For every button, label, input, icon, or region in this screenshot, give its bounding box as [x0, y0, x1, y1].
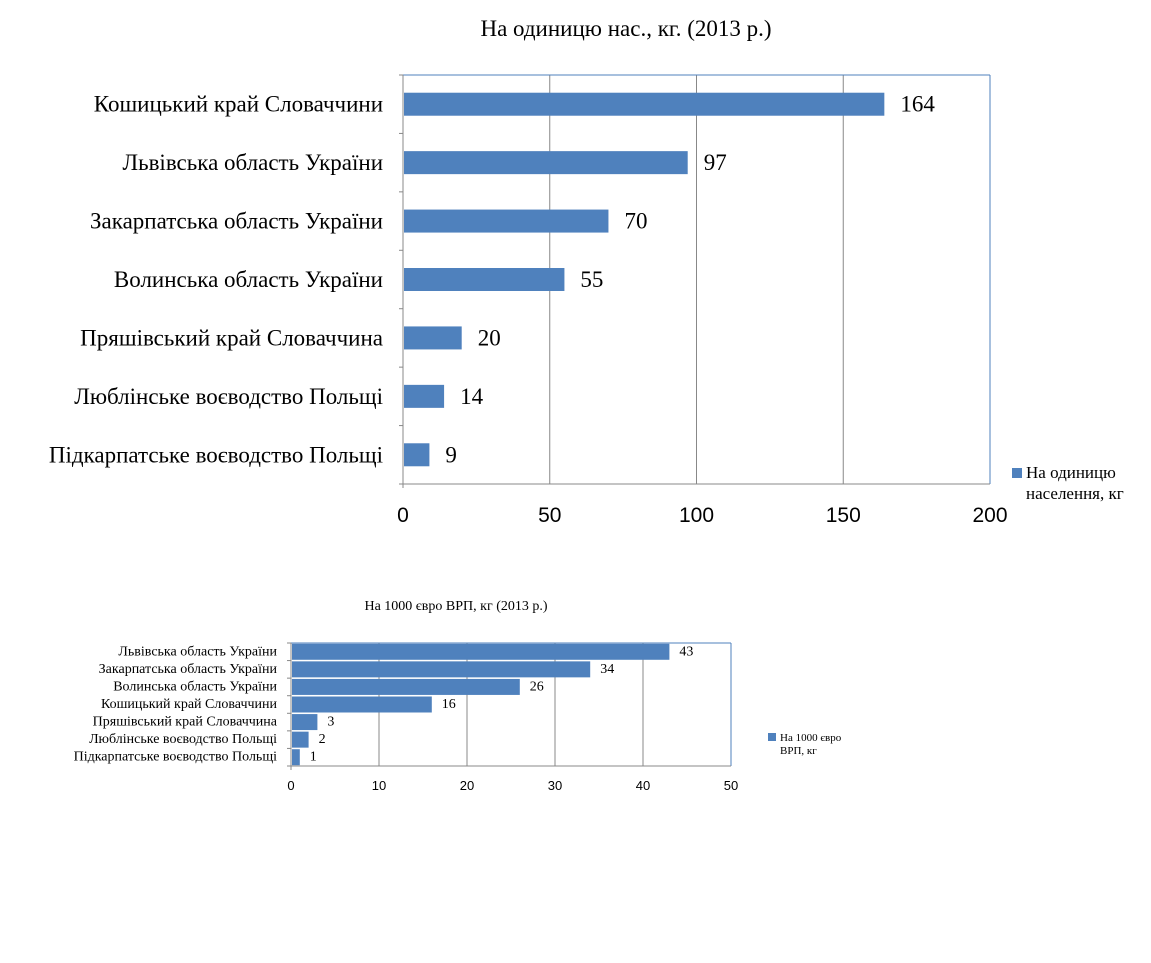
chart-per-capita: На одиницю нас., кг. (2013 р.) 0 50 100 150 2…	[49, 16, 1124, 527]
category-label: Підкарпатське воєводство Польщі	[74, 750, 278, 765]
legend-label: На 1000 євро ВРП, кг	[780, 732, 842, 757]
category-label: Люблінське воєводство Польщі	[89, 732, 277, 747]
x-tick-label: 0	[287, 778, 294, 793]
data-label: 16	[442, 697, 456, 712]
data-label: 34	[600, 662, 614, 677]
data-label: 70	[624, 209, 647, 234]
chart-title: На одиницю нас., кг. (2013 р.)	[480, 16, 771, 41]
data-label: 20	[478, 325, 501, 350]
category-label: Волинська область України	[114, 267, 383, 292]
data-label: 2	[319, 732, 326, 747]
category-label: Львівська область України	[118, 644, 277, 659]
bar	[404, 209, 609, 233]
data-label: 1	[310, 750, 317, 765]
data-label: 3	[327, 715, 334, 730]
data-label: 164	[900, 92, 935, 117]
chart-per-gdp: На 1000 євро ВРП, кг (2013 р.) 0 10 20 30 40 5…	[74, 599, 842, 793]
data-label: 9	[445, 442, 457, 467]
bar	[292, 731, 309, 748]
bar	[404, 151, 688, 175]
category-label: Пряшівський край Словаччина	[80, 325, 383, 350]
x-tick-label: 50	[538, 504, 561, 527]
category-label: Пряшівський край Словаччина	[93, 715, 278, 730]
legend-swatch	[1012, 468, 1022, 478]
data-label: 26	[530, 679, 544, 694]
x-tick-label: 200	[972, 504, 1007, 527]
legend-label: На одиницю населення, кг	[1026, 463, 1124, 503]
category-label: Підкарпатське воєводство Польщі	[49, 442, 383, 467]
category-label: Закарпатська область України	[90, 209, 383, 234]
category-label: Волинська область України	[113, 679, 277, 694]
category-label: Львівська область України	[122, 150, 383, 175]
bar	[292, 661, 591, 678]
bar	[404, 326, 462, 350]
x-tick-label: 40	[636, 778, 650, 793]
bar	[404, 443, 430, 467]
x-tick-label: 100	[679, 504, 714, 527]
chart-title: На 1000 євро ВРП, кг (2013 р.)	[364, 599, 547, 614]
category-label: Кошицький край Словаччини	[101, 697, 278, 712]
x-tick-label: 50	[724, 778, 738, 793]
legend-swatch	[768, 733, 776, 741]
bar	[292, 749, 300, 766]
category-label: Люблінське воєводство Польщі	[74, 384, 383, 409]
bar	[404, 268, 565, 291]
x-tick-label: 0	[397, 504, 409, 527]
data-label: 97	[704, 150, 727, 175]
data-label: 14	[460, 384, 484, 409]
bar	[292, 714, 318, 731]
bar	[404, 384, 445, 408]
data-label: 43	[679, 644, 693, 659]
category-label: Закарпатська область України	[99, 662, 278, 677]
x-tick-label: 30	[548, 778, 562, 793]
bar	[292, 643, 670, 660]
data-label: 55	[580, 267, 603, 292]
category-label: Кошицький край Словаччини	[94, 92, 383, 117]
x-tick-label: 10	[372, 778, 386, 793]
bar	[292, 696, 432, 713]
bar	[404, 92, 885, 116]
x-tick-label: 150	[826, 504, 861, 527]
x-tick-label: 20	[460, 778, 474, 793]
bar	[292, 678, 520, 695]
